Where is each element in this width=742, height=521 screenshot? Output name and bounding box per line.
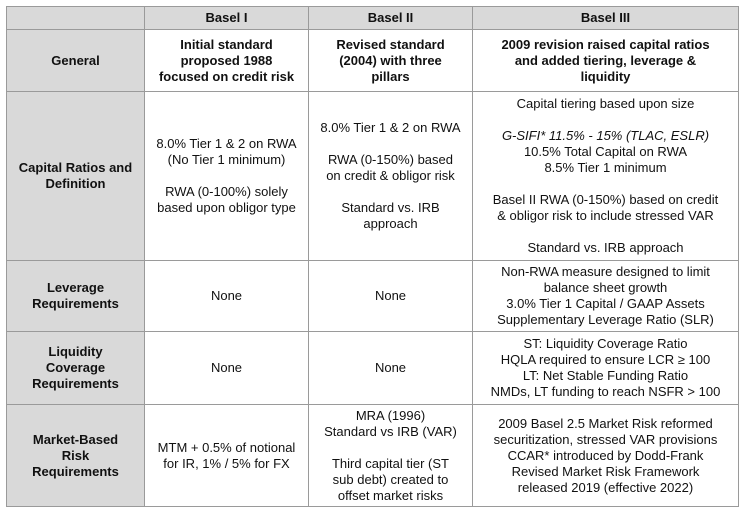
spacer bbox=[477, 112, 734, 128]
cell-capital-basel-3: Capital tiering based upon size G-SIFI* … bbox=[472, 91, 739, 261]
cell-line: on credit & obligor risk bbox=[326, 168, 455, 183]
row-header-liquidity: Liquidity Coverage Requirements bbox=[6, 331, 145, 405]
row-header-line: Requirements bbox=[32, 376, 119, 391]
cell-line: (No Tier 1 minimum) bbox=[167, 152, 286, 167]
row-header-line: Liquidity bbox=[48, 344, 103, 359]
cell-line: Revised standard bbox=[336, 36, 445, 52]
table-row-market-risk: Market-Based Risk Requirements MTM + 0.5… bbox=[6, 404, 739, 507]
cell-line: 8.0% Tier 1 & 2 on RWA bbox=[320, 120, 461, 135]
spacer bbox=[313, 136, 468, 152]
spacer bbox=[313, 440, 468, 456]
cell-line: and added tiering, leverage & bbox=[514, 52, 697, 68]
cell-capital-basel-1: 8.0% Tier 1 & 2 on RWA (No Tier 1 minimu… bbox=[144, 91, 309, 261]
cell-line: liquidity bbox=[580, 68, 631, 84]
cell-line: MRA (1996) bbox=[355, 407, 426, 423]
row-header-line: Requirements bbox=[32, 463, 119, 479]
row-header-general: General bbox=[6, 29, 145, 92]
cell-line: 8.0% Tier 1 & 2 on RWA bbox=[156, 136, 297, 151]
cell-line: Standard vs. IRB approach bbox=[527, 240, 684, 255]
cell-liquidity-basel-1: None bbox=[144, 331, 309, 405]
cell-line: Revised Market Risk Framework bbox=[511, 463, 700, 479]
cell-line: CCAR* introduced by Dodd-Frank bbox=[507, 447, 704, 463]
cell-line: proposed 1988 bbox=[180, 52, 273, 68]
cell-line: offset market risks bbox=[337, 487, 444, 503]
spacer bbox=[477, 176, 734, 192]
cell-line: 8.5% Tier 1 minimum bbox=[544, 160, 667, 175]
cell-line: Basel II RWA (0-150%) based on credit bbox=[492, 192, 719, 207]
cell-line: ST: Liquidity Coverage Ratio bbox=[523, 336, 688, 351]
cell-liquidity-basel-3: ST: Liquidity Coverage Ratio HQLA requir… bbox=[472, 331, 739, 405]
row-header-capital-ratios: Capital Ratios and Definition bbox=[6, 91, 145, 261]
row-header-line: Market-Based bbox=[32, 431, 119, 447]
cell-general-basel-2: Revised standard (2004) with three pilla… bbox=[308, 29, 473, 92]
cell-leverage-basel-1: None bbox=[144, 260, 309, 332]
cell-line: RWA (0-100%) solely bbox=[165, 184, 288, 199]
cell-line: released 2019 (effective 2022) bbox=[517, 479, 694, 495]
table-row-capital-ratios: Capital Ratios and Definition 8.0% Tier … bbox=[6, 91, 739, 261]
cell-line: 3.0% Tier 1 Capital / GAAP Assets bbox=[506, 296, 705, 311]
row-header-line: Leverage bbox=[46, 280, 105, 295]
cell-line: LT: Net Stable Funding Ratio bbox=[522, 368, 689, 383]
cell-line: MTM + 0.5% of notional bbox=[157, 439, 296, 455]
row-header-leverage: Leverage Requirements bbox=[6, 260, 145, 332]
cell-leverage-basel-3: Non-RWA measure designed to limit balanc… bbox=[472, 260, 739, 332]
cell-line: 2009 Basel 2.5 Market Risk reformed bbox=[498, 415, 713, 431]
cell-line-gsifi: G-SIFI* 11.5% - 15% (TLAC, ESLR) bbox=[501, 128, 710, 143]
row-header-line: Requirements bbox=[32, 296, 119, 311]
cell-general-basel-3: 2009 revision raised capital ratios and … bbox=[472, 29, 739, 92]
cell-line: Standard vs IRB (VAR) bbox=[324, 423, 457, 439]
basel-comparison-table: Basel I Basel II Basel III General Initi… bbox=[6, 6, 739, 507]
cell-line: approach bbox=[363, 216, 418, 231]
cell-line: securitization, stressed VAR provisions bbox=[493, 431, 718, 447]
cell-line: (2004) with three bbox=[339, 52, 442, 68]
cell-line: 2009 revision raised capital ratios bbox=[501, 36, 710, 52]
cell-market-basel-3: 2009 Basel 2.5 Market Risk reformed secu… bbox=[472, 404, 739, 507]
spacer bbox=[477, 224, 734, 240]
cell-line: Capital tiering based upon size bbox=[516, 96, 695, 111]
cell-line: Standard vs. IRB bbox=[341, 200, 440, 215]
cell-line: balance sheet growth bbox=[543, 280, 668, 295]
cell-line: & obligor risk to include stressed VAR bbox=[497, 208, 714, 223]
cell-line: NMDs, LT funding to reach NSFR > 100 bbox=[490, 384, 721, 399]
cell-leverage-basel-2: None bbox=[308, 260, 473, 332]
row-header-line: Coverage bbox=[45, 360, 106, 375]
cell-line: Non-RWA measure designed to limit bbox=[501, 264, 710, 279]
spacer bbox=[313, 184, 468, 200]
row-header-line: Capital Ratios and bbox=[18, 160, 133, 175]
column-header-basel-1: Basel I bbox=[144, 6, 309, 30]
cell-line: focused on credit risk bbox=[158, 68, 295, 84]
column-header-basel-2: Basel II bbox=[308, 6, 473, 30]
cell-line: based upon obligor type bbox=[157, 200, 296, 215]
row-header-line: Definition bbox=[45, 176, 106, 191]
cell-market-basel-1: MTM + 0.5% of notional for IR, 1% / 5% f… bbox=[144, 404, 309, 507]
row-header-market-risk: Market-Based Risk Requirements bbox=[6, 404, 145, 507]
cell-line: Supplementary Leverage Ratio (SLR) bbox=[497, 312, 714, 327]
column-header-basel-3: Basel III bbox=[472, 6, 739, 30]
cell-line: sub debt) created to bbox=[332, 471, 449, 487]
cell-line: Third capital tier (ST bbox=[331, 455, 450, 471]
table-row-liquidity: Liquidity Coverage Requirements None Non… bbox=[6, 331, 739, 405]
cell-capital-basel-2: 8.0% Tier 1 & 2 on RWA RWA (0-150%) base… bbox=[308, 91, 473, 261]
cell-line: 10.5% Total Capital on RWA bbox=[523, 144, 688, 159]
cell-line: Initial standard bbox=[180, 36, 273, 52]
cell-liquidity-basel-2: None bbox=[308, 331, 473, 405]
cell-line: pillars bbox=[371, 68, 410, 84]
cell-general-basel-1: Initial standard proposed 1988 focused o… bbox=[144, 29, 309, 92]
cell-line: HQLA required to ensure LCR ≥ 100 bbox=[500, 352, 711, 367]
corner-cell bbox=[6, 6, 145, 30]
spacer bbox=[149, 168, 304, 184]
cell-line: for IR, 1% / 5% for FX bbox=[163, 455, 290, 471]
cell-market-basel-2: MRA (1996) Standard vs IRB (VAR) Third c… bbox=[308, 404, 473, 507]
table-row-leverage: Leverage Requirements None None Non-RWA … bbox=[6, 260, 739, 332]
cell-line: RWA (0-150%) based bbox=[327, 152, 453, 167]
table-row-general: General Initial standard proposed 1988 f… bbox=[6, 29, 739, 92]
header-row: Basel I Basel II Basel III bbox=[6, 6, 739, 30]
row-header-line: Risk bbox=[61, 447, 90, 463]
